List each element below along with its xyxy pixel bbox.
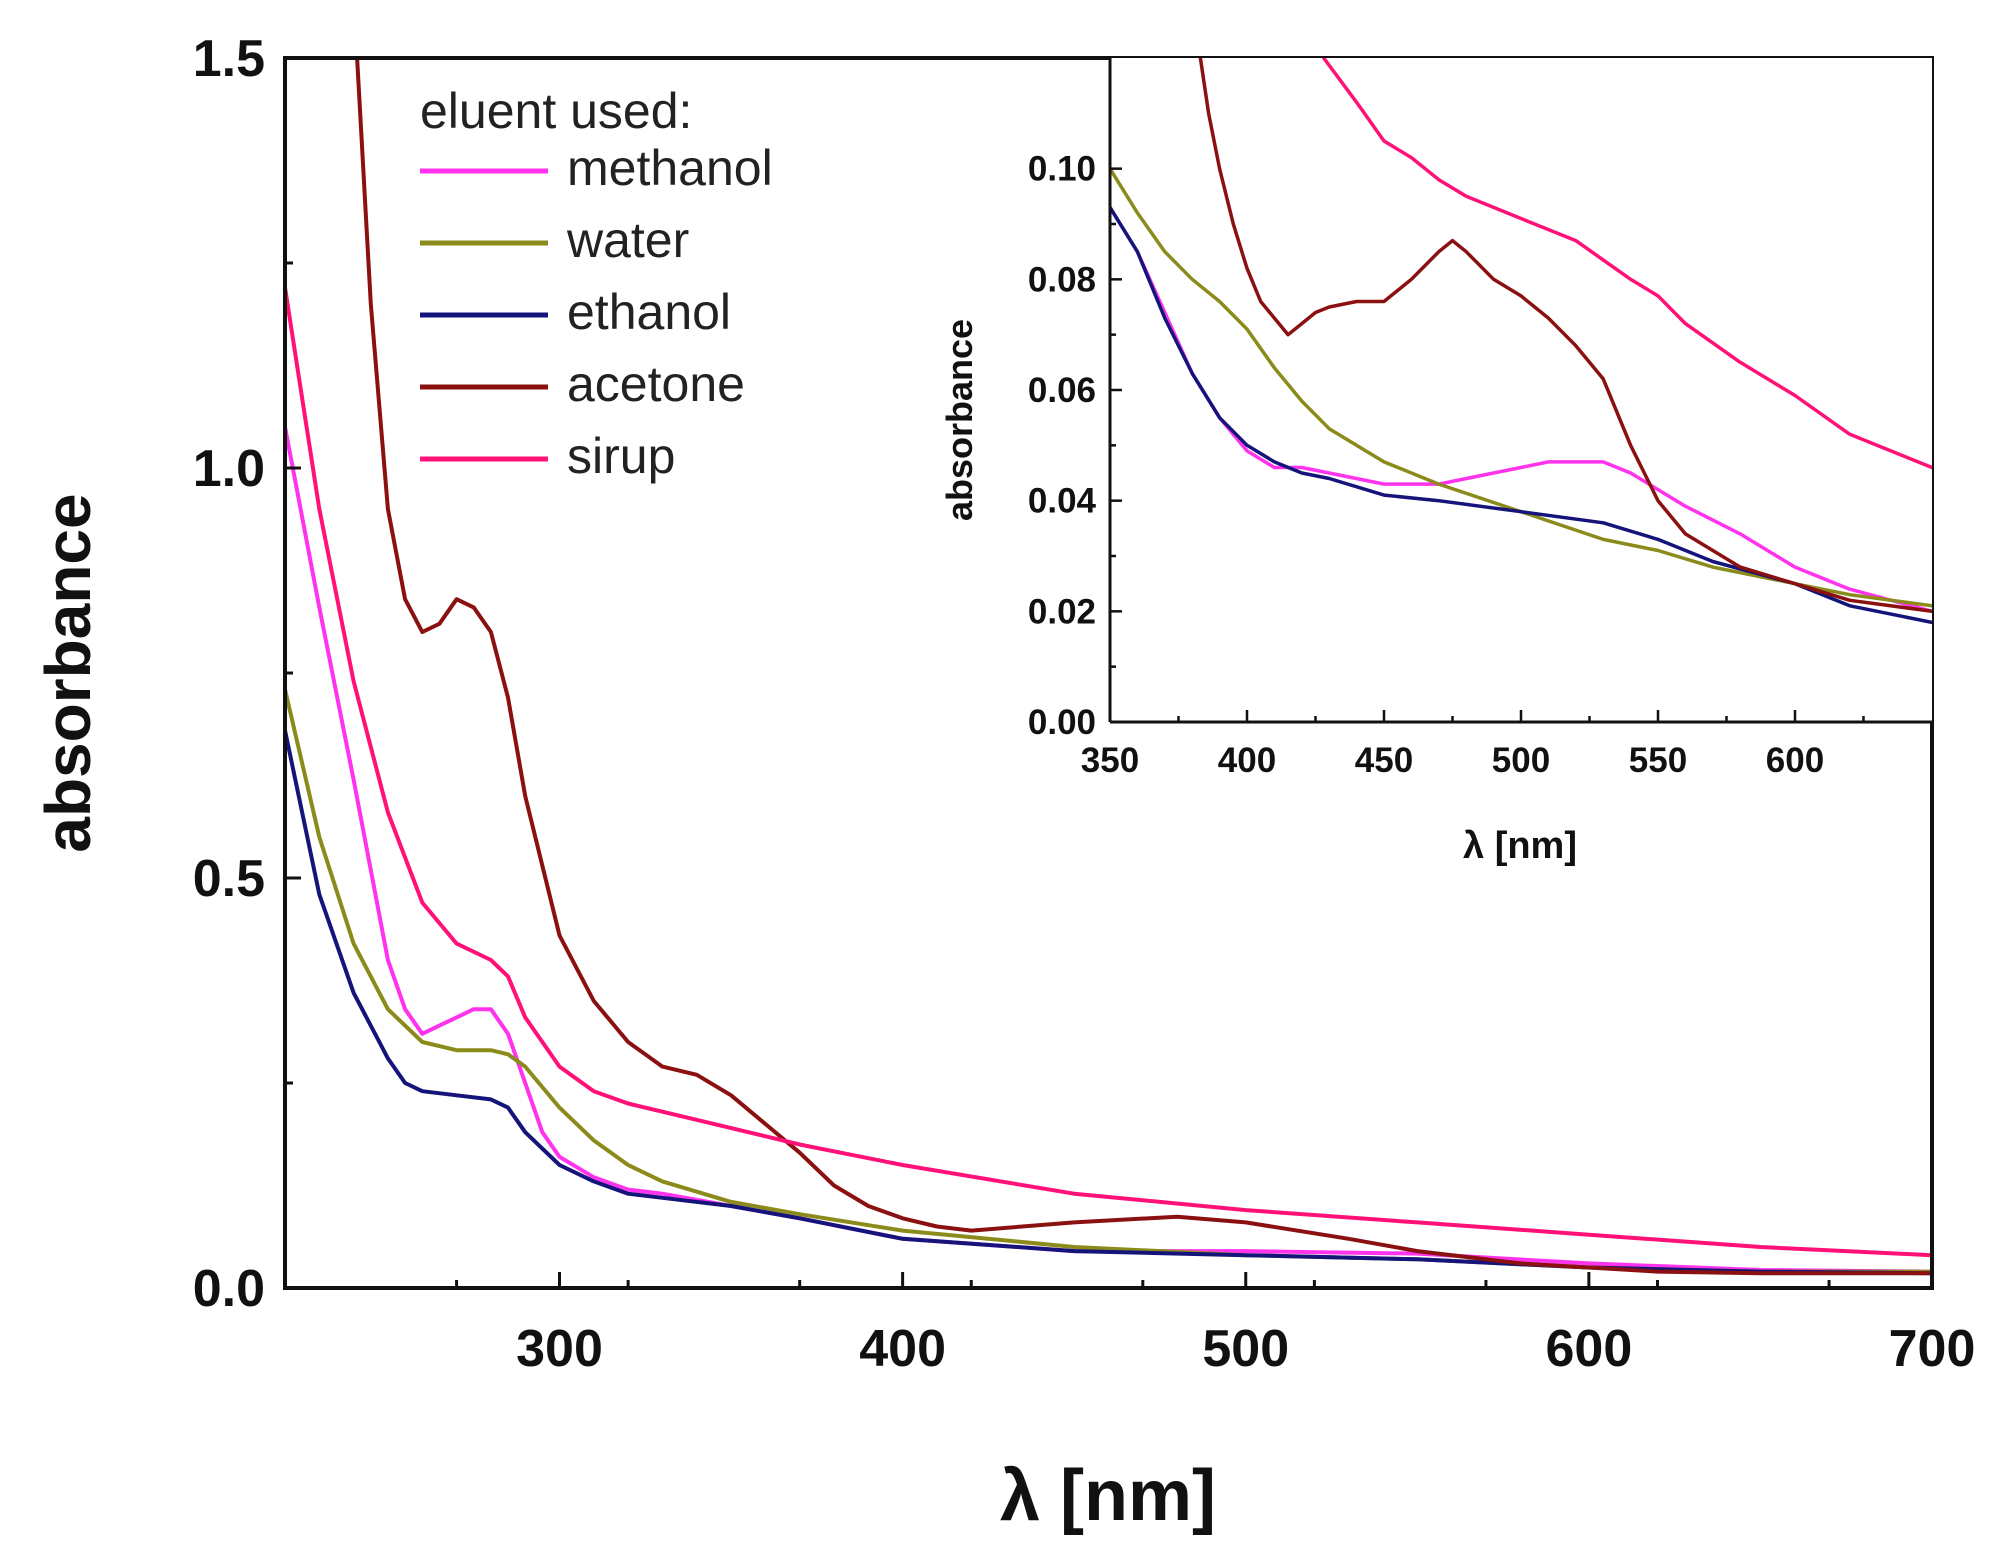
- inset-series-ethanol: [1110, 205, 1932, 625]
- legend-label-sirup: sirup: [567, 428, 675, 484]
- main-y-tick-label: 1.5: [193, 30, 265, 88]
- main-y-axis-title: absorbance: [32, 493, 104, 852]
- main-series-acetone: [355, 58, 1932, 1276]
- main-y-tick-label: 0.5: [193, 850, 265, 908]
- legend: eluent used: methanol water ethanol acetone…: [420, 83, 773, 484]
- inset-plot: 0.00 0.02 0.04 0.06 0.08 0.10 350 400 450 500 550…: [939, 58, 1932, 867]
- inset-series-group: [1110, 58, 1932, 625]
- legend-label-methanol: methanol: [567, 140, 773, 196]
- inset-x-tick-label: 450: [1355, 741, 1413, 780]
- main-series-ethanol: [285, 728, 1932, 1276]
- main-x-axis-title: λ [nm]: [1000, 1456, 1216, 1536]
- inset-x-axis: 350 400 450 500 550 600: [1081, 710, 1865, 780]
- inset-y-tick-label: 0.10: [1028, 150, 1096, 189]
- inset-y-tick-label: 0.00: [1028, 703, 1096, 742]
- main-y-tick-label: 0.0: [193, 1260, 265, 1318]
- legend-entries: methanol water ethanol acetone sirup: [420, 140, 773, 484]
- inset-x-tick-label: 500: [1492, 741, 1550, 780]
- inset-x-tick-label: 400: [1218, 741, 1276, 780]
- inset-background: [1110, 58, 1932, 722]
- inset-series-sirup: [1321, 58, 1932, 470]
- main-x-tick-label: 400: [859, 1320, 946, 1378]
- inset-y-tick-label: 0.02: [1028, 592, 1096, 631]
- inset-x-tick-label: 350: [1081, 741, 1139, 780]
- main-x-tick-label: 600: [1545, 1320, 1632, 1378]
- main-x-tick-label: 500: [1202, 1320, 1289, 1378]
- inset-x-axis-title: λ [nm]: [1463, 825, 1577, 867]
- main-x-tick-label: 700: [1889, 1320, 1976, 1378]
- main-x-axis: 300 400 500 600 700: [455, 1272, 1976, 1378]
- inset-series-water: [1110, 166, 1932, 608]
- inset-y-axis: 0.00 0.02 0.04 0.06 0.08 0.10: [1028, 150, 1122, 742]
- inset-y-tick-label: 0.06: [1028, 371, 1096, 410]
- main-x-tick-label: 300: [516, 1320, 603, 1378]
- main-series-methanol: [285, 425, 1932, 1274]
- main-y-tick-label: 1.0: [193, 440, 265, 498]
- inset-y-tick-label: 0.08: [1028, 260, 1096, 299]
- inset-y-axis-title: absorbance: [939, 319, 980, 521]
- main-y-axis: 0.0 0.5 1.0 1.5: [193, 30, 301, 1318]
- main-series-group: [285, 58, 1932, 1276]
- main-series-sirup: [285, 285, 1932, 1258]
- legend-title: eluent used:: [420, 83, 692, 139]
- inset-y-tick-label: 0.04: [1028, 482, 1097, 521]
- inset-series-acetone: [1198, 58, 1932, 614]
- inset-x-tick-label: 600: [1766, 741, 1824, 780]
- legend-label-water: water: [566, 212, 689, 268]
- legend-label-acetone: acetone: [567, 356, 745, 412]
- inset-x-tick-label: 550: [1629, 741, 1687, 780]
- legend-label-ethanol: ethanol: [567, 284, 731, 340]
